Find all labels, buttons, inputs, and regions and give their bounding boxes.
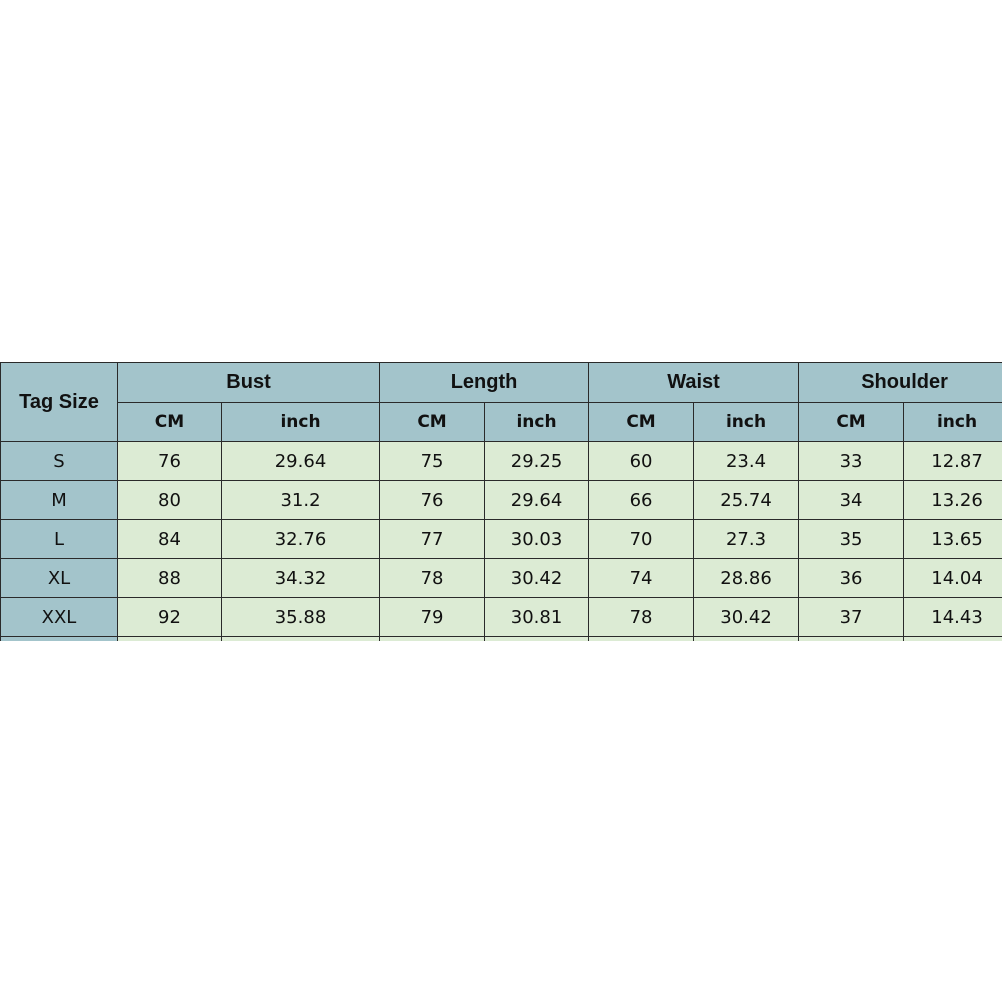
unit-header: inch xyxy=(484,402,590,442)
header-row-groups: Tag Size Bust Length Waist Shoulder xyxy=(0,362,1002,442)
measurement-cell: 23.4 xyxy=(693,441,800,481)
measurement-cell: 80 xyxy=(117,480,222,520)
measurement-cell: 88 xyxy=(117,558,222,598)
table-row: L 84 32.76 77 30.03 70 27.3 35 13.65 xyxy=(0,519,1002,559)
table-row: M 80 31.2 76 29.64 66 25.74 34 13.26 xyxy=(0,480,1002,520)
partial-cell xyxy=(693,636,800,641)
measurement-cell: 29.64 xyxy=(484,480,590,520)
measurement-cell: 60 xyxy=(588,441,695,481)
group-header: Shoulder xyxy=(798,362,1002,403)
measurement-cell: 14.04 xyxy=(903,558,1002,598)
measurement-cell: 32.76 xyxy=(220,519,381,559)
partial-cell xyxy=(0,636,118,641)
measurement-cell: 30.42 xyxy=(484,558,590,598)
header-row-units: CM inch CM inch CM inch CM inch xyxy=(1,402,1002,442)
measurement-cell: 78 xyxy=(588,597,695,637)
group-header: Waist xyxy=(588,362,800,403)
measurement-cell: 29.64 xyxy=(220,441,381,481)
measurement-cell: 28.86 xyxy=(693,558,800,598)
measurement-cell: 76 xyxy=(117,441,222,481)
measurement-cell: 75 xyxy=(379,441,486,481)
unit-header: inch xyxy=(220,402,381,442)
unit-header: CM xyxy=(588,402,695,442)
measurement-cell: 76 xyxy=(379,480,486,520)
measurement-cell: 13.26 xyxy=(903,480,1002,520)
unit-header: inch xyxy=(693,402,800,442)
measurement-cell: 77 xyxy=(379,519,486,559)
measurement-cell: 25.74 xyxy=(693,480,800,520)
measurement-cell: 92 xyxy=(117,597,222,637)
measurement-cell: 78 xyxy=(379,558,486,598)
measurement-cell: 74 xyxy=(588,558,695,598)
tag-size-header: Tag Size xyxy=(0,362,118,442)
table-row: XXL 92 35.88 79 30.81 78 30.42 37 14.43 xyxy=(0,597,1002,637)
group-header: Bust xyxy=(116,362,381,403)
partial-cell xyxy=(117,636,222,641)
measurement-cell: 31.2 xyxy=(220,480,381,520)
partial-cell xyxy=(484,636,590,641)
size-label: S xyxy=(0,441,118,481)
unit-header: CM xyxy=(798,402,905,442)
partial-cell xyxy=(798,636,905,641)
measurement-cell: 66 xyxy=(588,480,695,520)
measurement-cell: 34.32 xyxy=(220,558,381,598)
measurement-cell: 30.42 xyxy=(693,597,800,637)
size-chart-table: Tag Size Bust Length Waist Shoulder CM in… xyxy=(0,362,1002,641)
unit-header: CM xyxy=(117,402,222,442)
measurement-cell: 27.3 xyxy=(693,519,800,559)
measurement-cell: 84 xyxy=(117,519,222,559)
table-row-partial xyxy=(0,636,1002,641)
table-body: S 76 29.64 75 29.25 60 23.4 33 12.87 M 80 31.2 76 29.… xyxy=(0,441,1002,641)
measurement-cell: 37 xyxy=(798,597,905,637)
partial-cell xyxy=(588,636,695,641)
measurement-cell: 70 xyxy=(588,519,695,559)
table-row: XL 88 34.32 78 30.42 74 28.86 36 14.04 xyxy=(0,558,1002,598)
partial-cell xyxy=(220,636,381,641)
measurement-cell: 30.03 xyxy=(484,519,590,559)
measurement-cell: 14.43 xyxy=(903,597,1002,637)
partial-cell xyxy=(379,636,486,641)
group-header: Length xyxy=(379,362,590,403)
measurement-cell: 13.65 xyxy=(903,519,1002,559)
measurement-cell: 35.88 xyxy=(220,597,381,637)
measurement-cell: 33 xyxy=(798,441,905,481)
measurement-cell: 79 xyxy=(379,597,486,637)
unit-header: CM xyxy=(379,402,486,442)
size-label: M xyxy=(0,480,118,520)
measurement-cell: 34 xyxy=(798,480,905,520)
size-label: XXL xyxy=(0,597,118,637)
measurement-cell: 29.25 xyxy=(484,441,590,481)
partial-cell xyxy=(903,636,1002,641)
measurement-cell: 12.87 xyxy=(903,441,1002,481)
size-label: L xyxy=(0,519,118,559)
table-row: S 76 29.64 75 29.25 60 23.4 33 12.87 xyxy=(0,441,1002,481)
size-label: XL xyxy=(0,558,118,598)
unit-header: inch xyxy=(903,402,1002,442)
measurement-cell: 35 xyxy=(798,519,905,559)
measurement-cell: 36 xyxy=(798,558,905,598)
measurement-cell: 30.81 xyxy=(484,597,590,637)
